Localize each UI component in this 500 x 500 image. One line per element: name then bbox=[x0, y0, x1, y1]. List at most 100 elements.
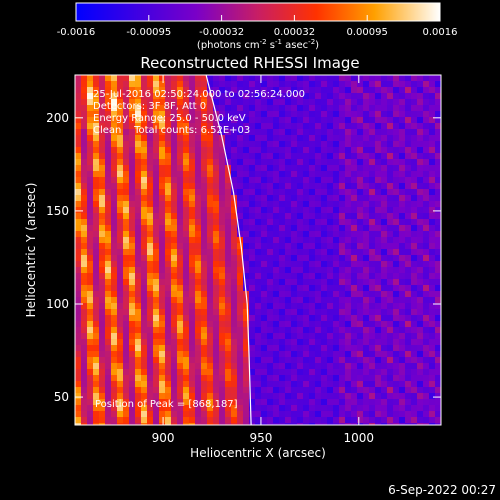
heatmap-cell bbox=[111, 327, 117, 333]
heatmap-cell bbox=[249, 363, 255, 369]
heatmap-cell bbox=[249, 381, 255, 387]
heatmap-cell bbox=[381, 249, 387, 255]
heatmap-cell bbox=[171, 333, 177, 339]
heatmap-cell bbox=[135, 261, 141, 267]
heatmap-cell bbox=[285, 183, 291, 189]
heatmap-cell bbox=[81, 81, 87, 87]
heatmap-cell bbox=[423, 243, 429, 249]
heatmap-cell bbox=[399, 99, 405, 105]
heatmap-cell bbox=[429, 147, 435, 153]
heatmap-cell bbox=[429, 81, 435, 87]
heatmap-cell bbox=[225, 87, 231, 93]
heatmap-cell bbox=[105, 177, 111, 183]
heatmap-cell bbox=[291, 153, 297, 159]
heatmap-cell bbox=[219, 165, 225, 171]
heatmap-cell bbox=[291, 345, 297, 351]
heatmap-cell bbox=[135, 237, 141, 243]
heatmap-cell bbox=[429, 213, 435, 219]
heatmap-cell bbox=[93, 375, 99, 381]
heatmap-cell bbox=[207, 75, 213, 81]
heatmap-cell bbox=[225, 411, 231, 417]
heatmap-cell bbox=[369, 183, 375, 189]
heatmap-cell bbox=[201, 405, 207, 411]
heatmap-cell bbox=[345, 177, 351, 183]
heatmap-cell bbox=[321, 237, 327, 243]
heatmap-cell bbox=[375, 249, 381, 255]
heatmap-cell bbox=[189, 243, 195, 249]
heatmap-cell bbox=[117, 339, 123, 345]
heatmap-cell bbox=[399, 177, 405, 183]
heatmap-cell bbox=[135, 147, 141, 153]
heatmap-cell bbox=[375, 177, 381, 183]
heatmap-cell bbox=[201, 75, 207, 81]
heatmap-cell bbox=[195, 231, 201, 237]
heatmap-cell bbox=[327, 267, 333, 273]
heatmap-cell bbox=[111, 93, 117, 99]
heatmap-cell bbox=[429, 297, 435, 303]
heatmap-cell bbox=[261, 333, 267, 339]
heatmap-cell bbox=[351, 339, 357, 345]
heatmap-cell bbox=[255, 153, 261, 159]
heatmap-cell bbox=[273, 279, 279, 285]
heatmap-cell bbox=[411, 135, 417, 141]
heatmap-cell bbox=[309, 375, 315, 381]
heatmap-cell bbox=[93, 279, 99, 285]
heatmap-cell bbox=[297, 249, 303, 255]
heatmap-cell bbox=[303, 195, 309, 201]
heatmap-cell bbox=[129, 411, 135, 417]
heatmap-cell bbox=[111, 153, 117, 159]
heatmap-cell bbox=[141, 213, 147, 219]
heatmap-cell bbox=[183, 141, 189, 147]
heatmap-cell bbox=[315, 405, 321, 411]
heatmap-cell bbox=[159, 171, 165, 177]
heatmap-cell bbox=[255, 297, 261, 303]
heatmap-cell bbox=[255, 141, 261, 147]
heatmap-cell bbox=[207, 381, 213, 387]
heatmap-cell bbox=[279, 231, 285, 237]
heatmap-cell bbox=[165, 297, 171, 303]
heatmap-cell bbox=[165, 309, 171, 315]
heatmap-cell bbox=[285, 153, 291, 159]
heatmap-cell bbox=[411, 405, 417, 411]
heatmap-cell bbox=[339, 177, 345, 183]
heatmap-cell bbox=[321, 225, 327, 231]
heatmap-cell bbox=[261, 405, 267, 411]
heatmap-cell bbox=[213, 213, 219, 219]
heatmap-cell bbox=[291, 273, 297, 279]
heatmap-cell bbox=[339, 285, 345, 291]
heatmap-cell bbox=[393, 237, 399, 243]
heatmap-cell bbox=[219, 87, 225, 93]
heatmap-cell bbox=[381, 195, 387, 201]
heatmap-cell bbox=[333, 243, 339, 249]
heatmap-cell bbox=[321, 231, 327, 237]
heatmap-cell bbox=[225, 183, 231, 189]
heatmap-cell bbox=[225, 99, 231, 105]
heatmap-cell bbox=[399, 141, 405, 147]
heatmap-cell bbox=[207, 261, 213, 267]
heatmap-cell bbox=[351, 351, 357, 357]
heatmap-cell bbox=[117, 195, 123, 201]
heatmap-cell bbox=[147, 225, 153, 231]
heatmap-cell bbox=[339, 153, 345, 159]
heatmap-cell bbox=[129, 405, 135, 411]
heatmap-cell bbox=[411, 297, 417, 303]
heatmap-cell bbox=[153, 387, 159, 393]
heatmap-cell bbox=[393, 195, 399, 201]
heatmap-cell bbox=[423, 381, 429, 387]
heatmap-cell bbox=[363, 165, 369, 171]
heatmap-cell bbox=[99, 117, 105, 123]
heatmap-cell bbox=[231, 213, 237, 219]
heatmap-cell bbox=[171, 177, 177, 183]
heatmap-cell bbox=[417, 237, 423, 243]
heatmap-cell bbox=[189, 189, 195, 195]
heatmap-cell bbox=[333, 165, 339, 171]
heatmap-cell bbox=[225, 261, 231, 267]
heatmap-cell bbox=[315, 393, 321, 399]
heatmap-cell bbox=[429, 357, 435, 363]
heatmap-cell bbox=[75, 345, 81, 351]
heatmap-cell bbox=[309, 249, 315, 255]
heatmap-cell bbox=[261, 117, 267, 123]
heatmap-cell bbox=[393, 93, 399, 99]
heatmap-cell bbox=[327, 243, 333, 249]
heatmap-cell bbox=[123, 393, 129, 399]
